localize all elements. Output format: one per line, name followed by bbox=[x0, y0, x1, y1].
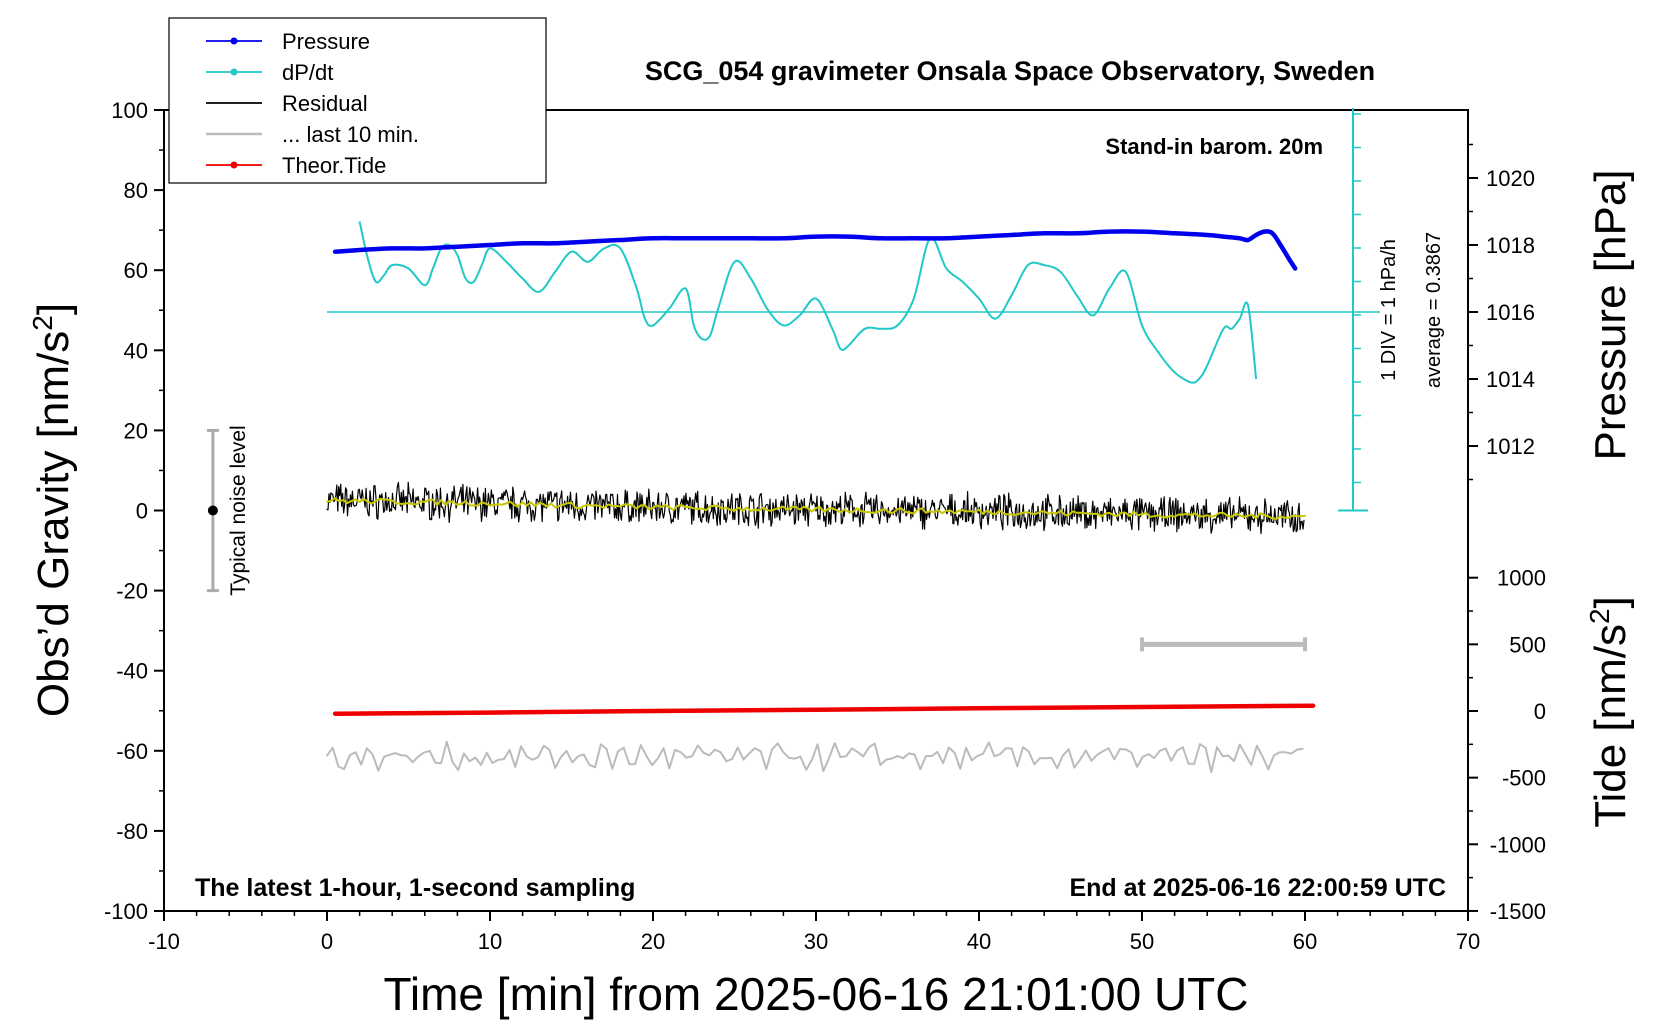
x-tick-label: 60 bbox=[1293, 929, 1317, 954]
pressure-tick-label: 1020 bbox=[1486, 166, 1535, 191]
series-dpdt-line bbox=[358, 221, 1258, 384]
legend-label-last-10-min: ... last 10 min. bbox=[282, 122, 419, 147]
dpdt-scale-ruler bbox=[1338, 108, 1368, 512]
y-tick-label: -40 bbox=[116, 659, 148, 684]
y-tick-label: 0 bbox=[136, 499, 148, 524]
legend-marker-pressure bbox=[230, 37, 238, 45]
y-tick-label: 80 bbox=[124, 178, 148, 203]
x-tick-label: 70 bbox=[1456, 929, 1480, 954]
x-tick-label: 30 bbox=[804, 929, 828, 954]
axis-ticks: -10 0 10 20 30 40 50 60 70100806040200-20-40-60-… bbox=[104, 98, 1546, 954]
x-tick-label: -10 bbox=[148, 929, 180, 954]
y-axis-label-left-sup: 2 bbox=[27, 315, 58, 331]
x-tick-label: 10 bbox=[478, 929, 502, 954]
y-tick-label: -20 bbox=[116, 579, 148, 604]
noise-level-dot bbox=[207, 505, 218, 516]
tide-axis-label-close: ] bbox=[1586, 596, 1635, 608]
sampling-note: The latest 1-hour, 1-second sampling bbox=[195, 874, 635, 902]
x-tick-label: 20 bbox=[641, 929, 665, 954]
average-note: average = 0.3867 bbox=[1423, 232, 1445, 388]
y-tick-label: 100 bbox=[111, 98, 148, 123]
legend-label-theor-tide: Theor.Tide bbox=[282, 153, 386, 178]
noise-level-marker: Typical noise level bbox=[206, 425, 250, 596]
y-tick-label: 60 bbox=[124, 258, 148, 283]
x-tick-label: 40 bbox=[967, 929, 991, 954]
pressure-tick-label: 1018 bbox=[1486, 233, 1535, 258]
y-tick-label: -80 bbox=[116, 819, 148, 844]
y-tick-label: -100 bbox=[104, 899, 148, 924]
pressure-tick-label: 1016 bbox=[1486, 300, 1535, 325]
x-axis-label: Time [min] from 2025-06-16 21:01:00 UTC bbox=[384, 968, 1249, 1020]
series-residual-smooth-line bbox=[326, 497, 1306, 520]
y-axis-label-left: Obs’d Gravity [nm/s2] bbox=[27, 303, 78, 717]
series-last-10-min-line bbox=[326, 740, 1304, 774]
end-time-note: End at 2025-06-16 22:00:59 UTC bbox=[1069, 874, 1446, 902]
last-10-min-marker bbox=[1140, 637, 1307, 652]
legend-label-residual: Residual bbox=[282, 91, 368, 116]
pressure-tick-label: 1014 bbox=[1486, 367, 1535, 392]
series-layer bbox=[326, 221, 1380, 774]
y-tick-label: 20 bbox=[124, 418, 148, 443]
tide-tick-label: 0 bbox=[1534, 699, 1546, 724]
tide-tick-label: 500 bbox=[1509, 632, 1546, 657]
tide-tick-label: 1000 bbox=[1497, 566, 1546, 591]
barometer-note: Stand-in barom. 20m bbox=[1105, 134, 1323, 159]
tide-axis-label-sup: 2 bbox=[1584, 608, 1615, 624]
series-pressure-line bbox=[332, 229, 1298, 271]
tide-axis-label: Tide [nm/s2] bbox=[1584, 596, 1635, 828]
series-theor-tide-line bbox=[332, 703, 1316, 716]
legend: Pressure dP/dt Residual ... last 10 min. The… bbox=[168, 17, 547, 184]
tide-tick-label: -1000 bbox=[1490, 832, 1546, 857]
noise-level-label: Typical noise level bbox=[227, 425, 250, 595]
x-tick-label: 0 bbox=[321, 929, 333, 954]
tide-tick-label: -1500 bbox=[1490, 899, 1546, 924]
legend-box bbox=[168, 17, 547, 184]
div-note: 1 DIV = 1 hPa/h bbox=[1378, 239, 1400, 381]
y-tick-label: -60 bbox=[116, 739, 148, 764]
legend-label-dp-dt: dP/dt bbox=[282, 60, 333, 85]
pressure-axis-label: Pressure [hPa] bbox=[1586, 169, 1635, 460]
legend-marker-theor-tide bbox=[230, 161, 238, 169]
y-axis-label-left-close: ] bbox=[29, 303, 78, 315]
legend-items: Pressure dP/dt Residual ... last 10 min. The… bbox=[206, 29, 419, 178]
tide-tick-label: -500 bbox=[1502, 766, 1546, 791]
y-tick-label: 40 bbox=[124, 338, 148, 363]
chart-title: SCG_054 gravimeter Onsala Space Observat… bbox=[645, 56, 1375, 86]
x-tick-label: 50 bbox=[1130, 929, 1154, 954]
legend-label-pressure: Pressure bbox=[282, 29, 370, 54]
pressure-tick-label: 1012 bbox=[1486, 434, 1535, 459]
legend-marker-dp-dt bbox=[230, 68, 238, 76]
